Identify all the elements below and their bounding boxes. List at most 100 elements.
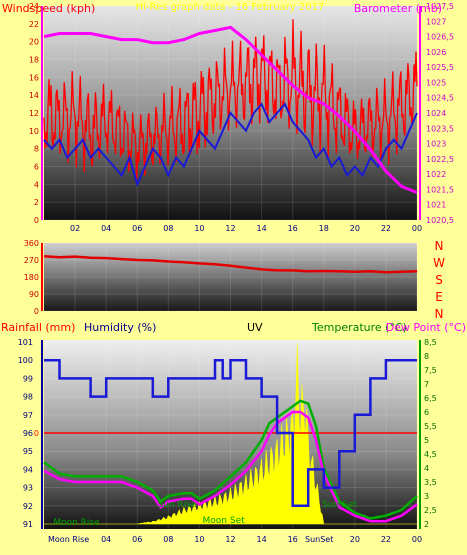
time-tick-label: 16 [288,535,298,544]
windspeed-tick-label: 20 [29,38,39,47]
uv-label: UV [247,321,263,334]
direction-axis-ticks: 0 90 180 270 360 [24,239,43,316]
event-label: Sun Rise [157,500,196,510]
time-tick-label: 20 [350,535,360,544]
humidity-axis-ticks: 91 92 93 94 95 96 97 98 99 100 101 0 [18,338,43,529]
temperature-tick-label: 5 [424,436,429,445]
humidity-tick-label: 100 [18,356,33,365]
barometer-tick-label: 1021 [426,201,446,210]
temperature-tick-label: 3,5 [424,478,437,487]
barometer-tick-label: 1025,5 [426,63,454,72]
wind-series [43,19,418,194]
time-tick-label: 08 [163,535,173,544]
temperature-tick-label: 2,5 [424,506,437,515]
temperature-label: Temperature (°C) [311,321,407,334]
wind-chart-title: Hi-Res graph data - 16 February 2017 [136,2,325,13]
compass-label: S [435,273,443,287]
time-tick-label: 02 [70,224,80,233]
direction-tick-label: 270 [24,256,39,265]
barometer-tick-label: 1027,5 [426,2,454,11]
time-tick-label: 18 [319,224,329,233]
temperature-tick-label: 4 [424,464,429,473]
barometer-tick-label: 1023 [426,140,446,149]
temperature-tick-label: 6,5 [424,394,437,403]
windspeed-tick-label: 18 [29,56,39,65]
wind-time-ticks: 02 04 06 08 10 12 14 16 18 20 22 00 [70,224,422,233]
temperature-line [43,399,418,520]
compass-label: E [435,290,443,304]
windspeed-axis-title: Windspeed (kph) [2,2,95,15]
barometer-tick-label: 1024 [426,109,446,118]
humidity-tick-label: 92 [23,502,33,511]
barometer-line [43,25,418,194]
windspeed-tick-label: 24 [29,2,39,11]
temperature-tick-label: 8,5 [424,338,437,347]
direction-tick-label: 0 [34,307,39,316]
time-tick-label: 06 [132,535,142,544]
time-tick-label: 12 [225,224,235,233]
wind-gust-line [43,19,418,181]
temperature-tick-label: 6 [424,408,429,417]
rain-tick-label: 0 [34,429,39,438]
barometer-tick-label: 1021,5 [426,185,454,194]
barometer-tick-label: 1025 [426,78,446,87]
humidity-tick-label: 93 [23,484,33,493]
temperature-tick-label: 4,5 [424,450,437,459]
windspeed-tick-label: 8 [34,145,39,154]
event-label: Moon Rise [53,518,100,528]
event-label: Moon Set [203,516,246,526]
barometer-tick-label: 1020,5 [426,216,454,225]
time-tick-label: 04 [101,224,111,233]
time-tick-label: 10 [194,224,204,233]
time-tick-label: 14 [256,224,266,233]
temperature-axis-ticks: 2 2,5 3 3,5 4 4,5 5 5,5 6 6,5 7 7,5 8 8,5 [419,338,437,529]
temp-series [43,343,418,525]
wind-grid [44,5,418,221]
time-tick-label: 12 [225,535,235,544]
windspeed-tick-label: 14 [29,91,39,100]
time-tick-label: 00 [412,224,422,233]
humidity-tick-label: 97 [23,411,33,420]
direction-plot-area [44,243,417,311]
humidity-tick-label: 99 [23,374,33,383]
barometer-tick-label: 1026 [426,48,446,57]
windspeed-tick-label: 6 [34,163,39,172]
temp-time-ticks: 04 06 08 10 12 14 16 20 22 00 [101,535,422,544]
humidity-tick-label: 101 [18,338,33,347]
temperature-tick-label: 3 [424,492,429,501]
windspeed-tick-label: 16 [29,73,39,82]
barometer-tick-label: 1026,5 [426,33,454,42]
barometer-tick-label: 1022 [426,170,446,179]
time-tick-label: 10 [194,535,204,544]
temp-humidity-chart: 91 92 93 94 95 96 97 98 99 100 101 0 2 2,5 3 3,5 4 4,5 5 5… [1,321,466,544]
dew-point-line [43,410,418,523]
rainfall-label: Rainfall (mm) [1,321,75,334]
temperature-tick-label: 5,5 [424,422,437,431]
sun-moon-events: Moon Rise Sun Rise Moon Set Sun Set Moon Ris… [48,500,357,544]
compass-label: N [435,307,444,321]
windspeed-tick-label: 22 [29,20,39,29]
direction-tick-label: 90 [29,290,39,299]
humidity-tick-label: 91 [23,520,33,529]
time-tick-label: 06 [132,224,142,233]
time-tick-label: 22 [381,224,391,233]
direction-grid [44,242,418,312]
time-tick-label: 22 [381,535,391,544]
barometer-axis-ticks: 1020,5 1021 1021,5 1022 1022,5 1023 1023,5 1024… [419,2,454,225]
wind-average-line [43,102,418,188]
event-axis-label: Moon Rise [48,535,89,544]
windspeed-tick-label: 2 [34,198,39,207]
barometer-axis-title: Barometer (mb) [354,2,442,15]
time-tick-label: 08 [163,224,173,233]
barometer-tick-label: 1023,5 [426,124,454,133]
humidity-label: Humidity (%) [84,321,156,334]
windspeed-tick-label: 12 [29,109,39,118]
humidity-tick-label: 94 [23,465,33,474]
direction-tick-label: 360 [24,239,39,248]
uv-area [44,343,417,525]
temperature-tick-label: 2 [424,520,429,529]
